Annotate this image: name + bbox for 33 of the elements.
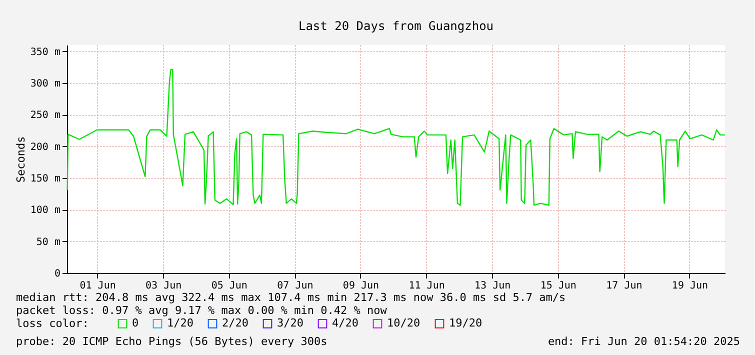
- y-tick-label: 50 m: [36, 236, 60, 248]
- x-tick-label: 13 Jun: [474, 280, 511, 292]
- x-tick-label: 05 Jun: [211, 280, 248, 292]
- y-tick-label: 200 m: [30, 142, 60, 153]
- y-tick-label: 300 m: [30, 78, 60, 90]
- x-tick-label: 19 Jun: [672, 280, 708, 292]
- y-tick-label: 0: [54, 268, 60, 280]
- legend-label: 2/20: [222, 316, 248, 330]
- y-tick-label: 250 m: [30, 110, 60, 122]
- text: end: Fri Jun 20 01:54:20 2025: [548, 335, 740, 348]
- y-tick-label: 350 m: [30, 46, 60, 58]
- x-tick-label: 07 Jun: [277, 280, 314, 292]
- y-axis-title: Seconds: [14, 136, 28, 183]
- legend-label: 19/20: [449, 316, 482, 330]
- x-tick-label: 11 Jun: [408, 280, 445, 292]
- legend-title: loss color:: [16, 317, 89, 330]
- x-tick-label: 17 Jun: [606, 280, 642, 292]
- chart-title: Last 20 Days from Guangzhou: [298, 19, 494, 33]
- y-tick-label: 100 m: [30, 205, 60, 216]
- x-tick-label: 03 Jun: [146, 280, 182, 292]
- x-tick-label: 09 Jun: [342, 280, 380, 292]
- legend-label: 0: [132, 316, 139, 330]
- y-tick-label: 150 m: [30, 174, 60, 184]
- legend-label: 1/20: [167, 316, 194, 330]
- line-series: [66, 69, 726, 206]
- text: median rtt: 204.8 ms avg 322.4 ms max 107.4 ms min 217.3 ms now 36.0 ms sd 5.7 am/s: [16, 291, 566, 304]
- text: packet loss: 0.97 % avg 9.17 % max 0.00 % min 0.42 % now: [16, 304, 388, 317]
- x-tick-label: 01 Jun: [80, 280, 116, 292]
- legend-label: 4/20: [332, 316, 358, 330]
- legend-label: 3/20: [277, 316, 304, 330]
- x-tick-label: 15 Jun: [540, 280, 576, 292]
- legend-label: 10/20: [387, 316, 420, 330]
- text: probe: 20 ICMP Echo Pings (56 Bytes) every 300s: [16, 335, 328, 348]
